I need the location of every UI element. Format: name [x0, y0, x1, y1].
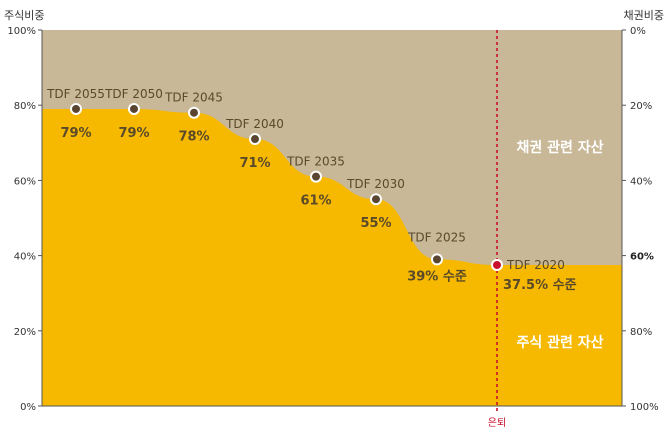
left-axis-title: 주식비중 [4, 9, 44, 22]
right-tick-label: 40% [630, 176, 652, 187]
retirement-label: 은퇴 [488, 417, 506, 429]
axes: 100% 80% 60% 40% 20% 0% 0% 20% 40% 60% 80% 100% [7, 26, 658, 413]
left-tick-label: 20% [14, 327, 36, 338]
right-tick-label: 80% [630, 327, 652, 338]
data-point-name-label: TDF 2055 [46, 87, 105, 101]
right-tick-label: 0% [630, 26, 646, 37]
data-point-value-label: 71% [239, 156, 270, 171]
left-tick-label: 80% [14, 101, 36, 112]
data-point-name-label: TDF 2035 [286, 155, 345, 169]
left-tick-label: 60% [14, 176, 36, 187]
data-point-marker [188, 106, 200, 119]
left-tick-label: 0% [20, 402, 36, 413]
right-tick-label: 20% [630, 101, 652, 112]
right-tick-label: 60% [630, 252, 654, 263]
data-point-value-label: 39% 수준 [407, 269, 467, 284]
data-marks: TDF 2055 79% TDF 2050 79% TDF 2045 78% TDF 204… [46, 30, 577, 414]
stock-region-label: 주식 관련 자산 [516, 334, 603, 351]
data-point-marker [70, 102, 82, 115]
right-tick-label: 100% [630, 402, 659, 413]
data-point-value-label: 37.5% 수준 [503, 278, 577, 293]
data-point-marker [310, 170, 322, 183]
data-point-name-label: TDF 2050 [104, 87, 163, 101]
stock-area [42, 108, 622, 407]
data-point-name-label: TDF 2045 [164, 91, 223, 105]
data-point-marker [491, 259, 503, 271]
data-point-name-label: TDF 2025 [407, 230, 466, 244]
data-point-value-label: 55% [360, 216, 391, 231]
data-point-name-label: TDF 2030 [346, 177, 405, 191]
right-axis-title: 채권비중 [624, 9, 664, 22]
plot-area [42, 30, 622, 407]
data-point-value-label: 79% [118, 126, 149, 141]
data-point-value-label: 61% [300, 194, 331, 209]
data-point-marker [249, 133, 261, 146]
data-point-marker [370, 193, 382, 206]
data-point-marker [431, 253, 443, 266]
data-point-value-label: 79% [60, 126, 91, 141]
left-tick-label: 100% [7, 26, 36, 37]
data-point-marker [128, 102, 140, 115]
data-point-name-label: TDF 2040 [225, 117, 284, 131]
left-tick-label: 40% [14, 252, 36, 263]
data-point-value-label: 78% [178, 130, 209, 145]
data-point-name-label: TDF 2020 [506, 258, 565, 272]
bond-region-label: 채권 관련 자산 [516, 139, 603, 156]
